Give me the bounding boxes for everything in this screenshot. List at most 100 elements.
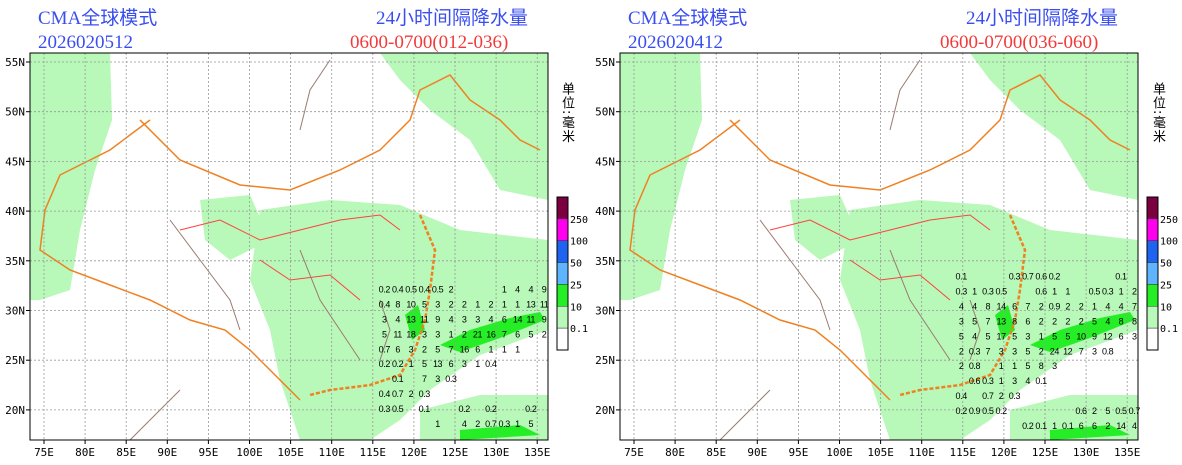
lon-tick-label: 100E [826, 446, 853, 459]
grid-value: 0.7 [1129, 406, 1141, 416]
grid-value: 18 [406, 329, 416, 339]
lat-tick-label: 45N [5, 155, 25, 168]
coastline [309, 214, 437, 397]
grid-value: 3 [462, 359, 467, 369]
grid-value: 7 [1079, 346, 1084, 356]
grid-value: 6 [449, 359, 454, 369]
grid-value: 8 [395, 300, 400, 310]
colorbar-label: 0.1 [1160, 324, 1178, 335]
colorbar-label: 10 [1160, 302, 1172, 313]
grid-value: 4 [528, 285, 533, 295]
lat-tick-label: 50N [5, 106, 25, 119]
grid-value: 4 [1025, 376, 1030, 386]
colorbar-swatch [556, 262, 569, 285]
grid-value: 3 [435, 300, 440, 310]
grid-value: 0.3 [1102, 287, 1114, 297]
grid-value: 1 [435, 419, 440, 429]
grid-value: 3 [435, 329, 440, 339]
grid-value: 7 [422, 374, 427, 384]
lon-tick-label: 135E [1114, 446, 1141, 459]
colorbar-swatch [556, 327, 569, 351]
precip-area-heavy [440, 312, 545, 352]
precip-area-heavy [1050, 425, 1130, 440]
lon-tick-label: 110E [318, 446, 345, 459]
grid-value: 21 [473, 329, 483, 339]
lon-tick-label: 110E [908, 446, 935, 459]
precip-area-heavy [460, 425, 540, 440]
lat-tick-label: 35N [595, 255, 615, 268]
lat-tick-label: 40N [595, 205, 615, 218]
lon-tick-label: 95E [198, 446, 218, 459]
grid-value: 5 [1012, 331, 1017, 341]
grid-value: 1 [502, 285, 507, 295]
grid-value: 3 [1025, 331, 1030, 341]
lat-tick-label: 55N [5, 56, 25, 69]
grid-value: 3 [475, 314, 480, 324]
grid-value: 6 [475, 344, 480, 354]
unit-label-left: 单位:毫米 [559, 82, 574, 144]
grid-value: 2 [1079, 302, 1084, 312]
grid-value: 1 [515, 300, 520, 310]
unit-label-right: 单位:毫米 [1150, 82, 1165, 144]
grid-value: 2 [1132, 287, 1137, 297]
grid-value: 16 [486, 329, 496, 339]
colorbar-swatch [556, 240, 569, 263]
lon-tick-label: 90E [157, 446, 177, 459]
grid-value: 5 [382, 329, 387, 339]
colorbar-label: 25 [1160, 280, 1172, 291]
grid-value: 0.4 [485, 359, 497, 369]
grid-value: 2 [1039, 316, 1044, 326]
grid-value: 1 [515, 419, 520, 429]
grid-value: 7 [985, 346, 990, 356]
grid-value: 0.8 [969, 361, 981, 371]
grid-value: 5 [985, 331, 990, 341]
grid-value: 13 [433, 359, 443, 369]
grid-value: 0.4 [955, 391, 967, 401]
lat-tick-label: 50N [595, 106, 615, 119]
grid-value: 0.1 [955, 272, 967, 282]
grid-value: 5 [435, 344, 440, 354]
grid-value: 0.3 [1009, 391, 1021, 401]
grid-value: 1 [999, 361, 1004, 371]
colorbar-swatch [556, 218, 569, 241]
grid-value: 4 [972, 302, 977, 312]
grid-value: 4 [972, 331, 977, 341]
grid-value: 16 [460, 344, 470, 354]
lat-tick-label: 20N [5, 404, 25, 417]
grid-value: 2 [409, 389, 414, 399]
grid-value: 1 [1039, 331, 1044, 341]
grid-value: 0.7 [379, 344, 391, 354]
lat-tick-label: 20N [595, 404, 615, 417]
grid-value: 0.2 [392, 359, 404, 369]
grid-value: 1 [502, 344, 507, 354]
grid-value: 5 [1025, 361, 1030, 371]
grid-value: 0.5 [392, 404, 404, 414]
grid-value: 9 [1092, 331, 1097, 341]
lat-tick-label: 45N [595, 155, 615, 168]
grid-value: 9 [542, 314, 547, 324]
grid-value: 0.5 [1115, 406, 1127, 416]
grid-value: 0.1 [419, 404, 431, 414]
grid-value: 0.7 [982, 391, 994, 401]
grid-value: 0.4 [379, 300, 391, 310]
grid-value: 9 [542, 285, 547, 295]
grid-value: 3 [999, 346, 1004, 356]
lon-tick-label: 125E [1032, 446, 1059, 459]
grid-value: 2 [462, 300, 467, 310]
lon-tick-label: 115E [950, 446, 977, 459]
grid-value: 3 [382, 314, 387, 324]
grid-value: 1 [1052, 421, 1057, 431]
colorbar-swatch [1146, 284, 1159, 307]
map-panel-left: 0.2 0.4 0.5 0.4 0.5 2 1 4 4 90.4 8 10 5 3 2 2 1 2 1 1 13 113 4… [5, 52, 588, 459]
colorbar-frame [556, 196, 569, 351]
grid-value: 1 [502, 300, 507, 310]
lat-tick-label: 35N [5, 255, 25, 268]
grid-value: 4 [462, 419, 467, 429]
grid-value: 3 [1052, 361, 1057, 371]
lon-tick-label: 85E [116, 446, 136, 459]
colorbar-swatch [556, 284, 569, 307]
lon-tick-label: 85E [706, 446, 726, 459]
lon-tick-label: 120E [401, 446, 428, 459]
grid-value: 0.5 [1089, 287, 1101, 297]
grid-value: 0.5 [432, 285, 444, 295]
